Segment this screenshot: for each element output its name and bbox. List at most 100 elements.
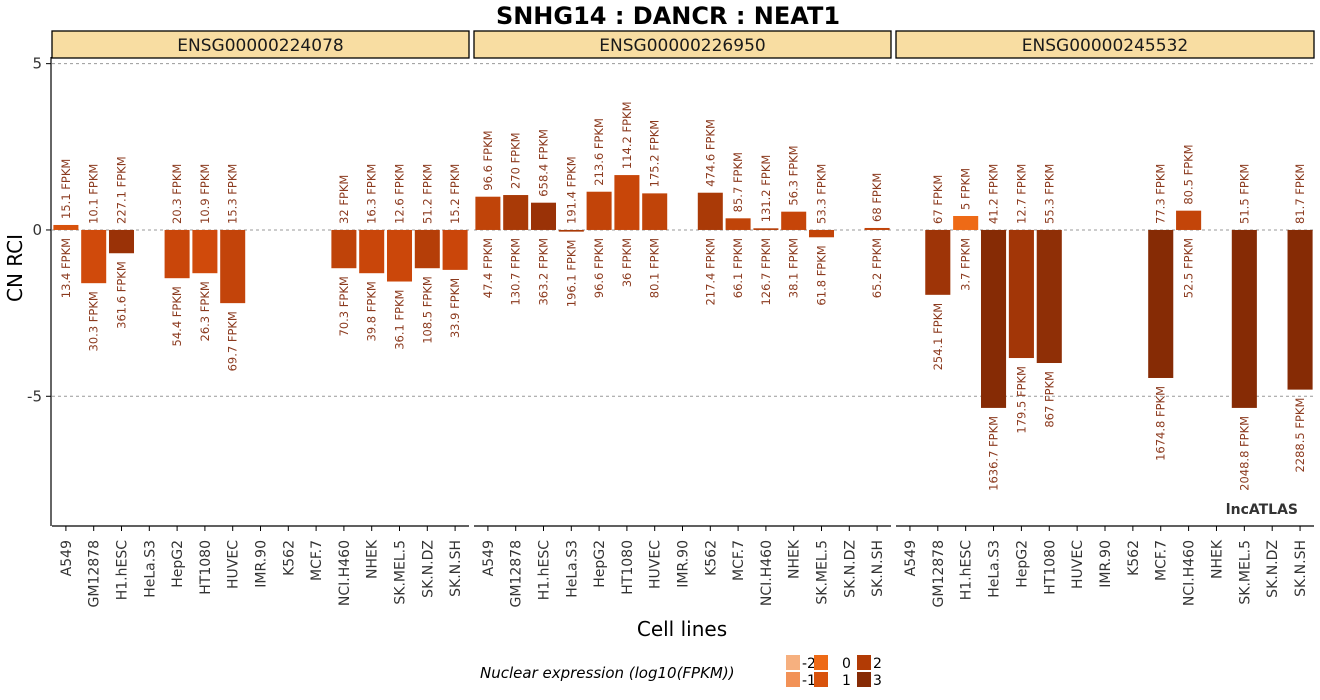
bar-bottom-label: 2288.5 FPKM xyxy=(1293,398,1307,473)
x-tick-label: A549 xyxy=(481,540,497,576)
bar-bottom-label: 36 FPKM xyxy=(620,238,634,287)
bar xyxy=(953,215,979,230)
bar xyxy=(925,229,951,295)
bar-bottom-label: 361.6 FPKM xyxy=(115,261,129,329)
bar-bottom-label: 2048.8 FPKM xyxy=(1237,416,1251,491)
x-tick-label: HepG2 xyxy=(170,540,186,588)
bar xyxy=(475,196,501,230)
legend-swatch xyxy=(786,655,800,670)
bar xyxy=(386,229,413,282)
bar-top-label: 96.6 FPKM xyxy=(481,130,495,190)
x-tick-label: SK.N.DZ xyxy=(1265,540,1281,598)
watermark-label: lncATLAS xyxy=(1226,502,1298,518)
x-tick-label: A549 xyxy=(903,540,919,576)
legend-swatch xyxy=(786,672,800,687)
bar xyxy=(530,202,557,230)
bar xyxy=(614,175,640,230)
legend-label: -2 xyxy=(802,656,816,672)
plot-area: 5 0 -5 ENSG00000224078 A549 GM12878 H1.hESC HeL… xyxy=(27,30,1315,607)
x-tick-label: NHEK xyxy=(365,539,381,579)
x-tick-label: HUVEC xyxy=(648,540,664,589)
bar xyxy=(808,229,835,238)
legend-label: 2 xyxy=(873,656,882,672)
x-tick-label: GM12878 xyxy=(931,540,947,607)
bar-top-label: 175.2 FPKM xyxy=(648,120,662,188)
x-tick-label: NHEK xyxy=(787,539,803,579)
x-tick-label: H1.hESC xyxy=(115,540,131,600)
bar-top-label: 15.3 FPKM xyxy=(226,164,240,224)
bar-bottom-label: 126.7 FPKM xyxy=(759,238,773,306)
x-tick-label: K562 xyxy=(703,540,719,576)
bar-bottom-label: 26.3 FPKM xyxy=(198,281,212,341)
bar-bottom-label: 867 FPKM xyxy=(1042,371,1056,428)
x-tick-label: HUVEC xyxy=(226,540,242,589)
legend-swatch xyxy=(814,655,828,670)
x-tick-label: HeLa.S3 xyxy=(987,540,1003,598)
x-tick-label: HT1080 xyxy=(1042,540,1058,595)
legend: -2-1 01 23 xyxy=(786,655,882,689)
bar-bottom-label: 54.4 FPKM xyxy=(170,286,184,346)
bar-bottom-label: 1674.8 FPKM xyxy=(1154,386,1168,461)
bar-bottom-label: 39.8 FPKM xyxy=(365,281,379,341)
bar xyxy=(1008,229,1034,359)
bar-bottom-label: 196.1 FPKM xyxy=(564,240,578,308)
legend-swatch xyxy=(857,672,871,687)
bar-bottom-label: 108.5 FPKM xyxy=(420,276,434,344)
bar-bottom-label: 30.3 FPKM xyxy=(87,291,101,351)
bar-top-label: 67 FPKM xyxy=(931,175,945,224)
bar xyxy=(331,229,357,269)
x-tick-label: SK.MEL.5 xyxy=(393,540,409,605)
bar xyxy=(697,192,723,230)
bar xyxy=(753,228,779,230)
x-tick-label: HT1080 xyxy=(620,540,636,595)
bar-top-label: 16.3 FPKM xyxy=(365,164,379,224)
bar-bottom-label: 254.1 FPKM xyxy=(931,303,945,371)
bar-bottom-label: 52.5 FPKM xyxy=(1182,238,1196,298)
bar-top-label: 77.3 FPKM xyxy=(1154,164,1168,224)
facet-strip-label: ENSG00000224078 xyxy=(177,36,343,56)
bar-top-label: 10.1 FPKM xyxy=(87,164,101,224)
bar-top-label: 12.6 FPKM xyxy=(393,164,407,224)
bar xyxy=(980,229,1007,408)
bar xyxy=(1176,210,1202,230)
bar-top-label: 270 FPKM xyxy=(509,132,523,189)
facet-strip-label: ENSG00000226950 xyxy=(599,36,765,56)
bar-top-label: 32 FPKM xyxy=(337,175,351,224)
legend-swatch xyxy=(814,672,828,687)
bar-top-label: 12.7 FPKM xyxy=(1014,164,1028,224)
bar-bottom-label: 33.9 FPKM xyxy=(448,278,462,338)
bar-top-label: 41.2 FPKM xyxy=(987,164,1001,224)
bar xyxy=(1231,229,1257,408)
bar-bottom-label: 96.6 FPKM xyxy=(592,238,606,298)
bar-top-label: 55.3 FPKM xyxy=(1042,164,1056,224)
bar xyxy=(586,191,612,230)
bar xyxy=(503,195,529,230)
bar xyxy=(781,211,807,230)
bar xyxy=(220,229,246,304)
x-tick-label: SK.N.SH xyxy=(1293,540,1309,597)
legend-label: 0 xyxy=(842,656,851,672)
bar-top-label: 474.6 FPKM xyxy=(703,119,717,187)
x-tick-label: MCF.7 xyxy=(309,540,325,581)
bar-top-label: 191.4 FPKM xyxy=(564,156,578,224)
x-tick-label: HeLa.S3 xyxy=(142,540,158,598)
bar-bottom-label: 69.7 FPKM xyxy=(226,311,240,371)
bar-top-label: 56.3 FPKM xyxy=(787,145,801,205)
bar-top-label: 20.3 FPKM xyxy=(170,164,184,224)
bar-top-label: 5 FPKM xyxy=(959,168,973,210)
x-tick-label: HUVEC xyxy=(1070,540,1086,589)
x-tick-label: SK.MEL.5 xyxy=(1237,540,1253,605)
x-tick-label: IMR.90 xyxy=(1098,540,1114,588)
facet-strip-label: ENSG00000245532 xyxy=(1022,36,1188,56)
x-tick-label: NHEK xyxy=(1209,539,1225,579)
x-tick-label: H1.hESC xyxy=(959,540,975,600)
x-tick-label: HepG2 xyxy=(1014,540,1030,588)
bar xyxy=(359,229,385,274)
bar xyxy=(725,218,751,230)
chart-title: SNHG14 : DANCR : NEAT1 xyxy=(496,2,840,30)
bar-top-label: 15.1 FPKM xyxy=(59,159,73,219)
x-tick-label: GM12878 xyxy=(87,540,103,607)
x-tick-label: IMR.90 xyxy=(254,540,270,588)
bar-top-label: 80.5 FPKM xyxy=(1182,144,1196,204)
bar-bottom-label: 130.7 FPKM xyxy=(509,238,523,306)
